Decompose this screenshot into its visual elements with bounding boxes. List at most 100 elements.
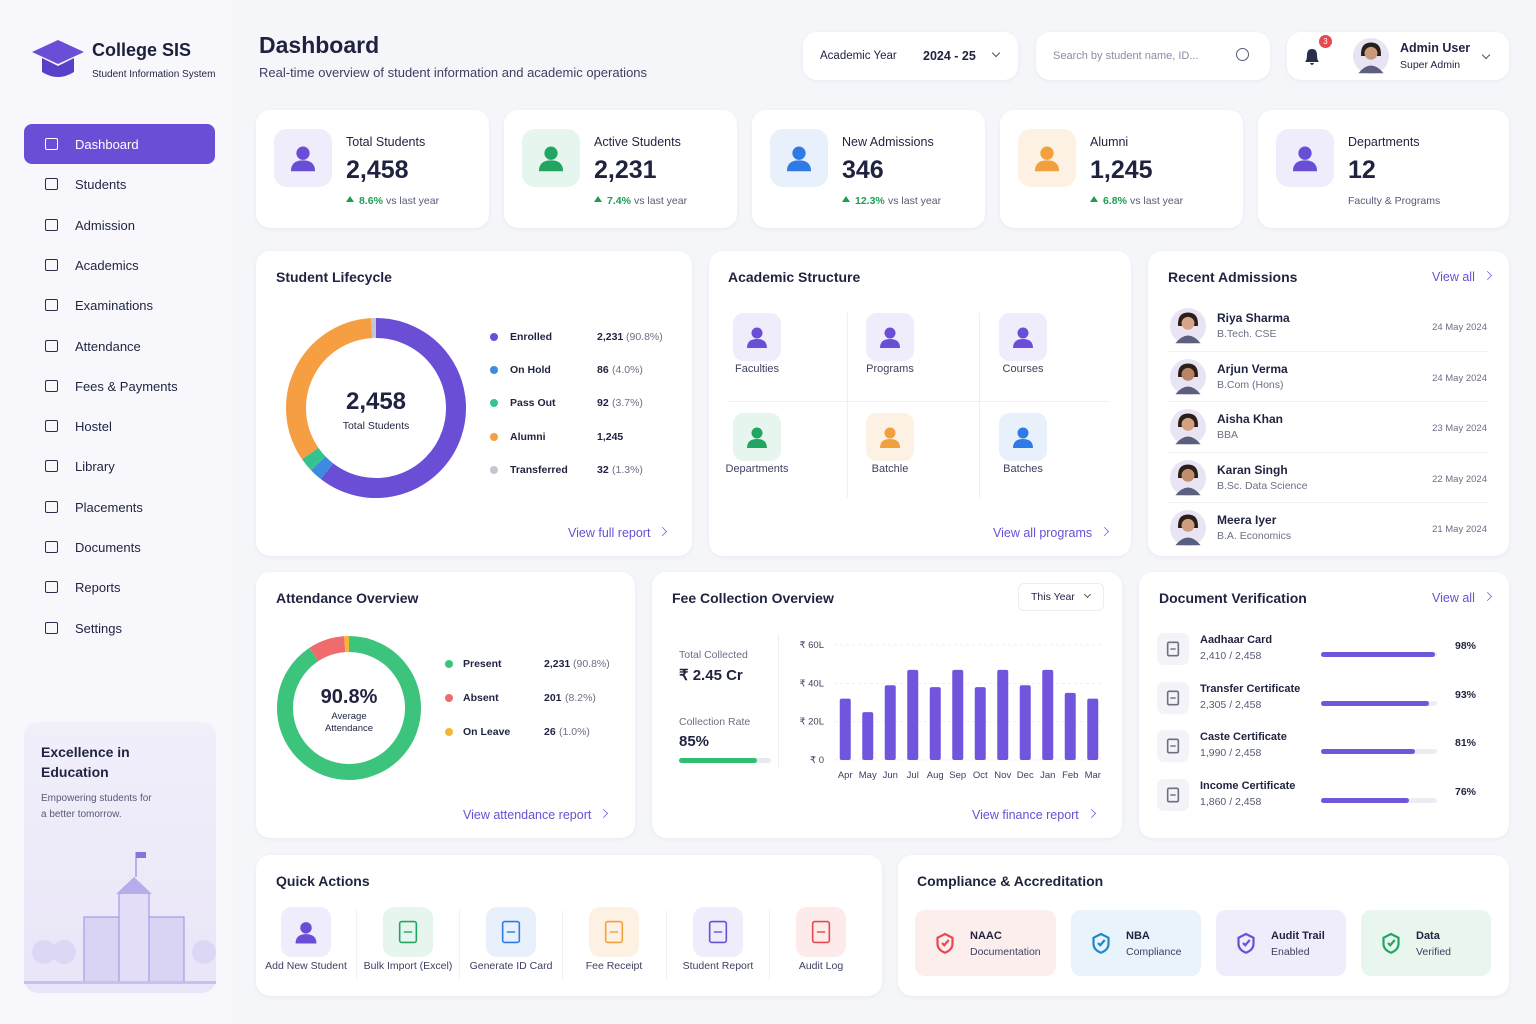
nav-item[interactable]: Documents [24,527,215,567]
icon-box[interactable] [866,313,914,361]
icon [398,920,418,944]
legend-dot [490,366,498,375]
nav-item[interactable]: Admission [24,205,215,245]
action-label[interactable]: Student Report [682,960,754,972]
icon-shape [544,146,558,160]
legend-pct: (1.0%) [559,726,590,738]
legend-dot [490,399,498,408]
search-box[interactable]: Search by student name, ID... [1036,32,1270,80]
icon-shape [1166,690,1180,705]
icon-shape [1237,932,1255,954]
card-title: Compliance & Accreditation [917,873,1104,889]
icon-shape [884,427,896,439]
legend-value: 92 [597,397,609,410]
nav-item[interactable]: Hostel [24,406,215,446]
legend-dot [445,660,453,668]
year-select[interactable]: Academic Year 2024 - 25 [803,32,1018,80]
x-tick-label: Jul [907,770,919,781]
y-tick-label: ₹ 60L [799,640,824,651]
link[interactable]: View all [1432,591,1475,605]
summary-label: Collection Rate [679,716,751,728]
nav-label: Hostel [75,419,112,435]
nav-item[interactable]: Dashboard [24,124,215,164]
chevron[interactable] [1481,50,1491,60]
nav-item[interactable]: Attendance [24,326,215,366]
student-program: B.Sc. Data Science [1217,479,1308,492]
notification-badge: 3 [1319,35,1332,48]
student-program: B.A. Economics [1217,530,1292,543]
legend-label: On Hold [510,364,551,377]
document-name: Aadhaar Card [1200,634,1273,646]
item-label: Batches [1003,463,1043,475]
card-title: Recent Admissions [1168,269,1298,285]
divider [769,910,770,980]
link[interactable]: View finance report [972,808,1079,822]
icon-box[interactable] [999,313,1047,361]
nav-item[interactable]: Placements [24,487,215,527]
icon-box [1083,925,1119,961]
nav-item[interactable]: Students [24,164,215,204]
period-select[interactable]: This Year [1018,583,1104,611]
change-value: 12.3% [855,195,885,207]
icon-shape [936,932,954,954]
link[interactable]: View full report [568,526,651,540]
legend-label: Transferred [510,463,568,476]
y-tick-label: ₹ 40L [799,678,824,689]
icon-box[interactable] [733,413,781,461]
stat-card: Alumni 1,245 6.8% vs last year [1000,110,1243,228]
icon-box[interactable] [866,413,914,461]
avatar-body [1358,65,1384,74]
icon [936,932,954,954]
nav-label: Examinations [75,298,154,314]
nav-item[interactable]: Fees & Payments [24,366,215,406]
nav-icon [45,621,58,634]
ground [24,981,216,984]
stat-card: New Admissions 346 12.3% vs last year [752,110,985,228]
admission-date: 23 May 2024 [1432,423,1487,435]
legend-value: 26 [544,726,556,738]
action-label[interactable]: Add New Student [265,960,347,972]
icon-box[interactable] [733,313,781,361]
legend-dot [490,432,498,441]
change-value: 8.6% [359,195,383,207]
nav-item[interactable]: Settings [24,608,215,648]
action-label[interactable]: Generate ID Card [469,960,553,972]
badge-sub: Enabled [1271,946,1310,958]
card-title: Fee Collection Overview [672,590,834,606]
x-tick-label: Jun [883,770,898,781]
avatar [1353,38,1389,74]
icon-shape [538,160,564,172]
link[interactable]: View all programs [993,526,1093,540]
nav-item[interactable]: Academics [24,245,215,285]
icon [1382,932,1400,954]
promo-card: Excellence in Education Empowering studen… [24,722,216,993]
document-name: Income Certificate [1200,779,1296,792]
x-tick-label: Oct [973,770,988,781]
nav-item[interactable]: Library [24,446,215,486]
nav-item[interactable]: Reports [24,567,215,607]
compliance-card: Compliance & Accreditation NAAC Documentat… [898,855,1509,996]
badge-title: Audit Trail [1271,930,1325,942]
nav-label: Admission [75,217,135,233]
icon-shape [1013,339,1033,348]
document-name: Caste Certificate [1200,731,1287,743]
nav-icon [45,258,58,271]
icon-box [693,907,743,957]
page-subtitle: Real-time overview of student informatio… [259,65,648,80]
action-label[interactable]: Audit Log [798,960,844,972]
link[interactable]: View attendance report [463,808,592,822]
action-label[interactable]: Fee Receipt [585,960,643,972]
icon-shape [1034,160,1060,172]
divider [1168,350,1488,352]
donut-segment [286,318,373,460]
badge-sub: Documentation [970,946,1041,958]
action-label[interactable]: Bulk Import (Excel) [363,960,453,972]
icon-box[interactable] [999,413,1047,461]
icon-shape [1166,641,1180,657]
icon-box [486,907,536,957]
progress-bar [1321,652,1435,657]
link[interactable]: View all [1432,270,1475,284]
avatar-face [1181,367,1195,381]
avatar-body [1175,537,1201,546]
nav-item[interactable]: Examinations [24,285,215,325]
